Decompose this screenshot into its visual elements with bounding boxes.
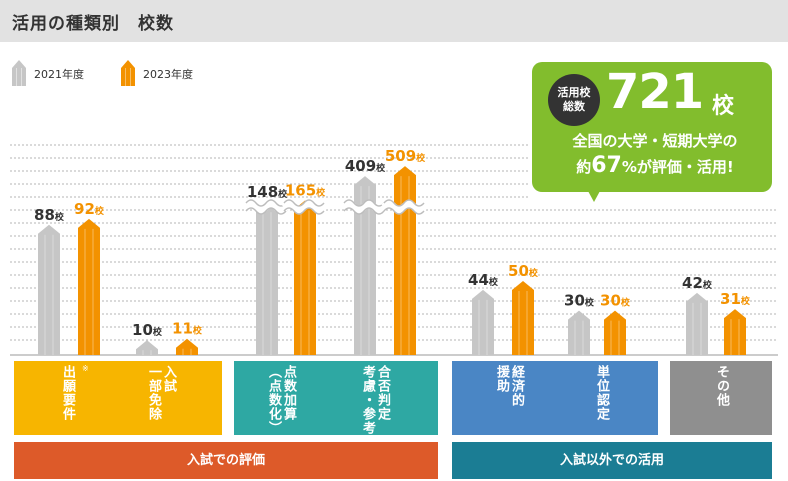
axis-break-line [343, 207, 385, 215]
category-label-requirement: 出願要件 [60, 365, 75, 421]
axis-break-line [245, 207, 287, 215]
axis-break-gap [243, 200, 289, 214]
bar-2023-4 [512, 281, 534, 355]
bar-2021-3 [354, 176, 376, 355]
category-label-other: その他 [714, 365, 729, 407]
category-label-line: 要件 [60, 393, 75, 421]
axis-break-gap [281, 200, 327, 214]
value-label-2023-4: 50校 [508, 262, 539, 280]
legend-icon-2023 [121, 60, 135, 86]
category-label-line: 経済的 [509, 365, 524, 407]
value-label-2023-2: 165校 [285, 182, 326, 200]
callout-badge-line2: 総数 [563, 100, 585, 113]
bar-2023-1 [176, 338, 198, 355]
callout-percent-number: 67 [591, 153, 622, 178]
value-label-2021-3: 409校 [345, 157, 386, 175]
value-label-2023-6: 31校 [720, 290, 751, 308]
axis-break-line [283, 199, 325, 207]
value-label-2021-5: 30校 [564, 292, 595, 310]
axis-break-line [343, 199, 385, 207]
value-label-2021-2: 148校 [247, 183, 288, 201]
legend-label-2023: 2023年度 [143, 68, 193, 81]
category-label-line: 一部免除 [146, 365, 161, 421]
callout-badge: 活用校 総数 [548, 74, 600, 126]
title-bar: 活用の種類別 校数 [0, 0, 788, 42]
category-label-line: 点数加算 [281, 365, 296, 421]
value-label-2023-3: 509校 [385, 147, 426, 165]
bar-2021-0 [38, 224, 60, 355]
callout-text-suffix: %が評価・活用! [621, 158, 734, 176]
axis-break-gap [381, 200, 427, 214]
axis-break-line [283, 207, 325, 215]
chart-title: 活用の種類別 校数 [12, 14, 174, 34]
value-label-2023-5: 30校 [600, 292, 631, 310]
bar-2023-6 [724, 309, 746, 355]
bar-2021-1 [136, 340, 158, 355]
bar-2023-3 [394, 166, 416, 355]
bar-2023-2 [294, 200, 316, 355]
bar-2021-4 [472, 289, 494, 355]
value-label-2021-0: 88校 [34, 206, 65, 224]
legend-label-2021: 2021年度 [34, 68, 84, 81]
category-label-line: 認定 [594, 393, 609, 421]
legend-icon-2021 [12, 60, 26, 86]
category-box-other [670, 361, 772, 435]
category-box-score-judgement [234, 361, 438, 435]
callout-total-unit: 校 [712, 94, 735, 119]
category-label-line: 単位 [594, 365, 609, 393]
category-note-mark: ※ [82, 364, 89, 373]
callout-text-line2: 約67%が評価・活用! [550, 153, 760, 178]
category-label-score-addition: 点数加算 （点数化） [266, 365, 296, 435]
category-label-line: 入試 [161, 365, 176, 393]
category-box-admission-eval [14, 361, 222, 435]
bar-2023-5 [604, 310, 626, 355]
value-label-2023-1: 11校 [172, 320, 203, 338]
category-label-line: その他 [714, 365, 729, 407]
category-label-line: 合否判定 [375, 365, 390, 421]
value-label-2021-1: 10校 [132, 321, 163, 339]
group-label-non-admission: 入試以外での活用 [452, 442, 772, 479]
bar-2021-6 [686, 292, 708, 355]
summary-callout-tail [582, 180, 606, 202]
category-label-line: （点数化） [266, 365, 281, 435]
bar-2021-5 [568, 310, 590, 355]
callout-badge-line1: 活用校 [557, 86, 591, 99]
axis-break-line [383, 207, 425, 215]
value-label-2021-6: 42校 [682, 274, 713, 292]
bar-2023-0 [78, 218, 100, 355]
category-label-line: 考慮・参考 [360, 365, 375, 435]
category-label-pass-judgement: 合否判定 考慮・参考 [360, 365, 390, 435]
callout-text-prefix: 約 [576, 158, 592, 176]
axis-break-line [383, 199, 425, 207]
group-label-admission: 入試での評価 [14, 442, 438, 479]
category-label-credit: 単位認定 [594, 365, 609, 421]
axis-break-gap [341, 200, 387, 214]
callout-text-line1: 全国の大学・短期大学の [572, 132, 738, 150]
category-label-line: 出願 [60, 365, 75, 393]
category-label-line: 援助 [494, 365, 509, 393]
category-label-financial-aid: 経済的 援助 [494, 365, 524, 407]
axis-break-line [245, 199, 287, 207]
category-box-financial-credit [452, 361, 658, 435]
value-label-2021-4: 44校 [468, 271, 499, 289]
value-label-2023-0: 92校 [74, 200, 105, 218]
bar-2021-2 [256, 202, 278, 355]
category-label-partial-exemption: 入試 一部免除 [146, 365, 176, 421]
callout-total-number: 721 [606, 64, 704, 120]
